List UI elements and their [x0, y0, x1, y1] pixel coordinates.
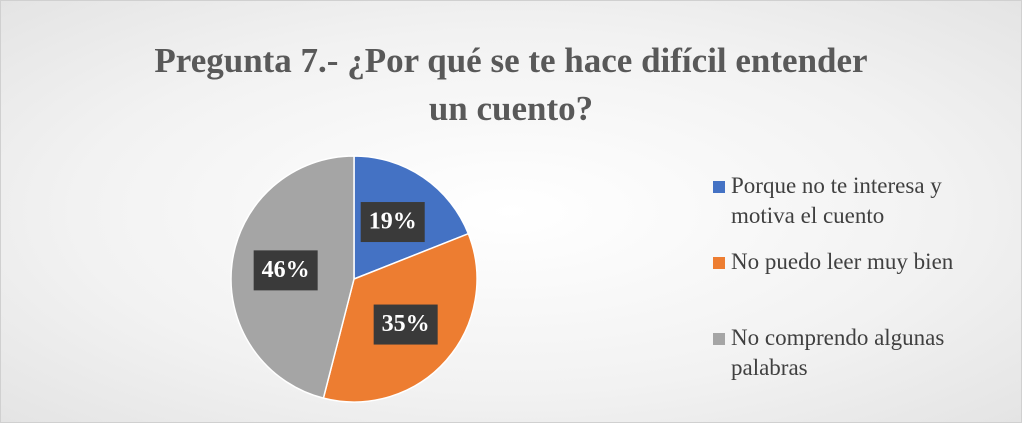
legend-item: Porque no te interesa y motiva el cuento [713, 171, 1003, 247]
data-label-box [253, 250, 318, 291]
data-label-box [360, 202, 425, 243]
data-label: 46% [262, 257, 310, 283]
legend-label: No comprendo algunas palabras [731, 325, 945, 380]
data-label: 19% [369, 209, 417, 235]
legend-item: No comprendo algunas palabras [713, 323, 1003, 399]
legend-label: No puedo leer muy bien [731, 249, 954, 274]
legend-label: Porque no te interesa y motiva el cuento [731, 173, 942, 228]
legend-swatch [713, 181, 725, 193]
legend-item: No puedo leer muy bien [713, 247, 1003, 323]
chart-title: Pregunta 7.- ¿Por qué se te hace difícil… [154, 41, 868, 128]
data-label: 35% [382, 311, 430, 337]
legend-swatch [713, 257, 725, 269]
legend: Porque no te interesa y motiva el cuento… [713, 171, 1003, 399]
legend-swatch [713, 333, 725, 345]
data-label-box [373, 304, 438, 345]
